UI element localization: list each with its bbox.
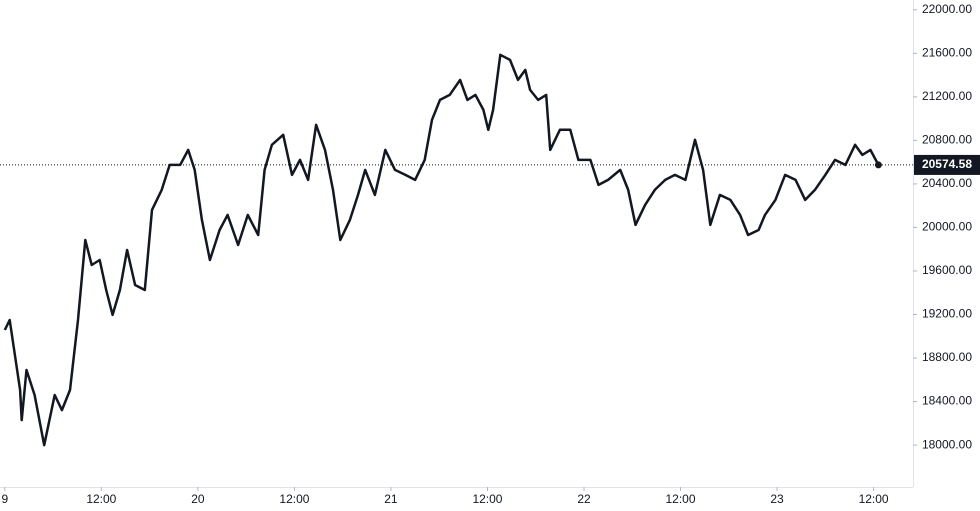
x-tick-label: 22 — [577, 492, 591, 506]
y-tick-label: 20800.00 — [922, 133, 972, 147]
y-tick-label: 21600.00 — [922, 45, 972, 59]
price-line — [3, 53, 880, 447]
y-tick-label: 21200.00 — [922, 89, 972, 103]
last-price-box — [914, 154, 980, 175]
x-tick-label: 20 — [191, 492, 205, 506]
x-tick-label: 12:00 — [86, 492, 116, 506]
y-tick-label: 18400.00 — [922, 394, 972, 408]
y-tick-label: 20400.00 — [922, 176, 972, 190]
y-tick-label: 19600.00 — [922, 263, 972, 277]
last-point — [874, 161, 882, 169]
y-tick-label: 19200.00 — [922, 307, 972, 321]
x-tick-label: 23 — [770, 492, 784, 506]
x-tick-label: 21 — [384, 492, 398, 506]
x-tick-label: 12:00 — [472, 492, 502, 506]
x-tick-label: 9 — [1, 492, 8, 506]
x-tick-label: 12:00 — [859, 492, 889, 506]
last-price-label: 20574.58 — [922, 157, 972, 171]
x-tick-label: 12:00 — [666, 492, 696, 506]
y-tick-label: 22000.00 — [922, 2, 972, 16]
x-tick-label: 12:00 — [279, 492, 309, 506]
y-tick-label: 18000.00 — [922, 437, 972, 451]
y-tick-label: 20000.00 — [922, 220, 972, 234]
y-tick-label: 18800.00 — [922, 350, 972, 364]
